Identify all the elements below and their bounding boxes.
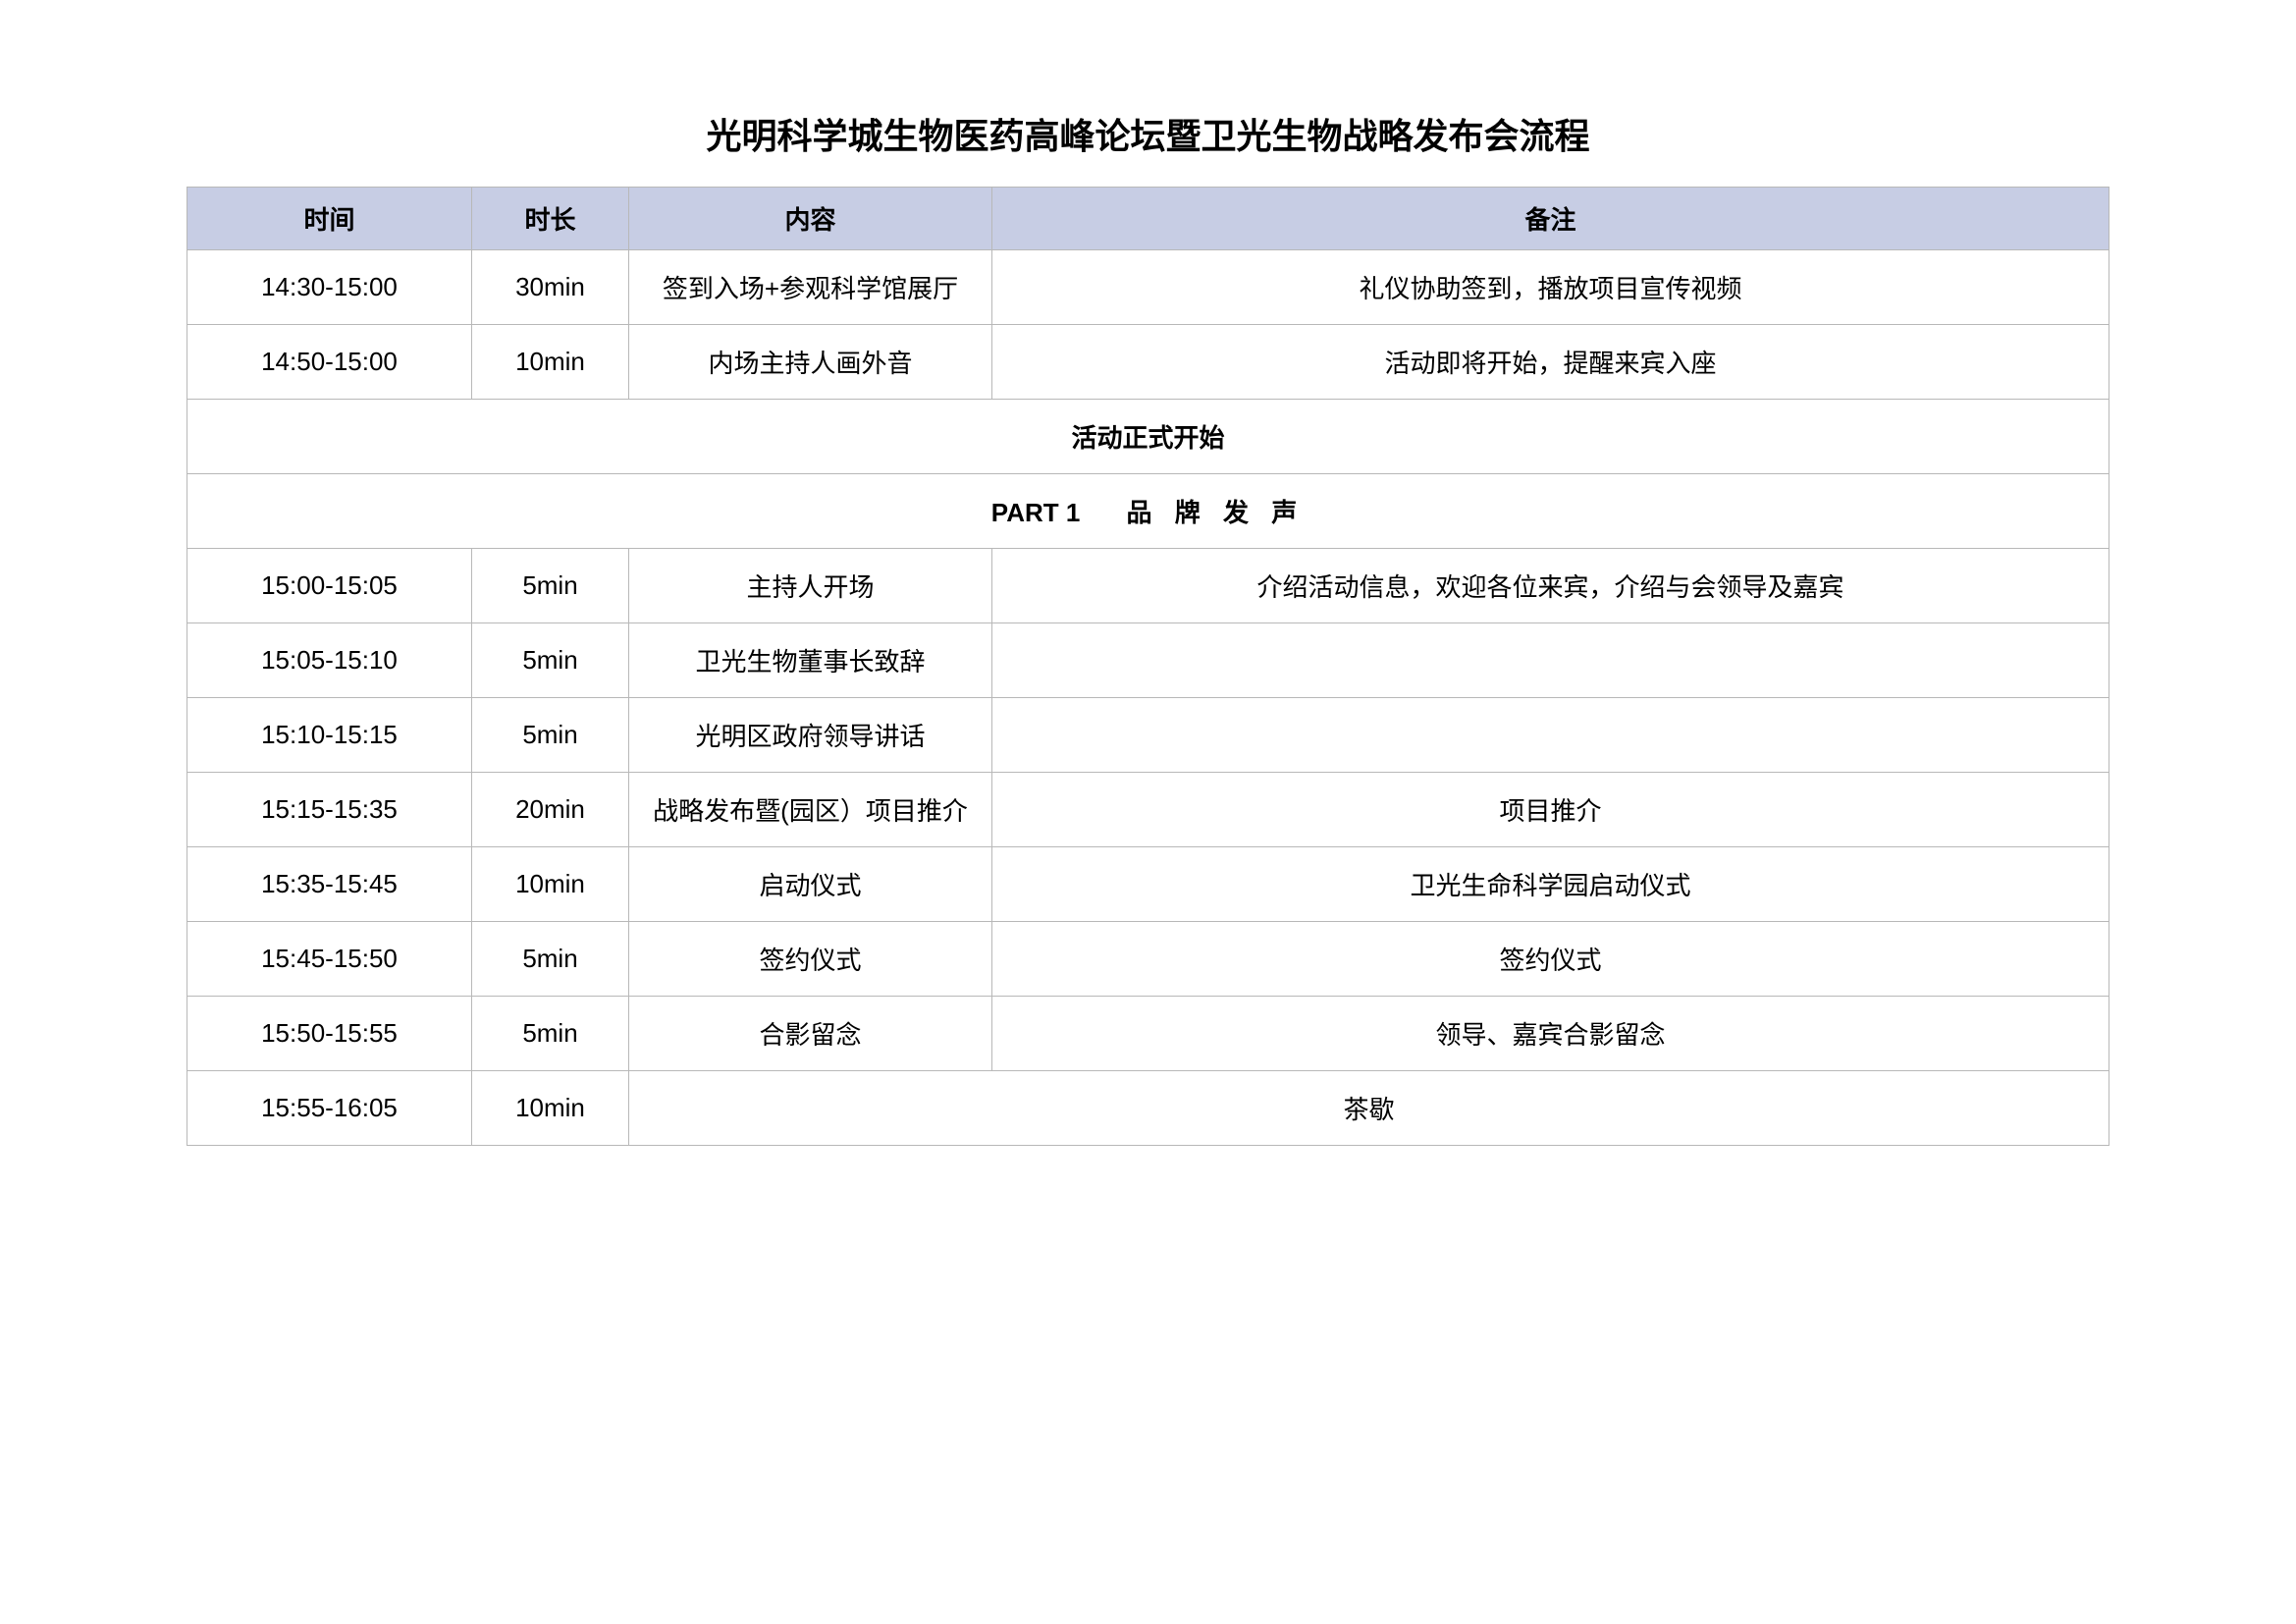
table-row: 14:50-15:00 10min 内场主持人画外音 活动即将开始，提醒来宾入座 (187, 325, 2109, 400)
cell-merged: 茶歇 (629, 1071, 2109, 1146)
header-time: 时间 (187, 188, 472, 250)
cell-duration: 10min (472, 847, 629, 922)
cell-remark (992, 623, 2109, 698)
cell-content: 主持人开场 (629, 549, 992, 623)
table-row-break: 15:55-16:05 10min 茶歇 (187, 1071, 2109, 1146)
cell-remark: 礼仪协助签到，播放项目宣传视频 (992, 250, 2109, 325)
cell-remark: 活动即将开始，提醒来宾入座 (992, 325, 2109, 400)
table-row: 15:50-15:55 5min 合影留念 领导、嘉宾合影留念 (187, 997, 2109, 1071)
cell-time: 15:05-15:10 (187, 623, 472, 698)
part1-subtitle: 品 牌 发 声 (1127, 498, 1306, 527)
cell-time: 15:10-15:15 (187, 698, 472, 773)
cell-time: 15:50-15:55 (187, 997, 472, 1071)
cell-time: 14:30-15:00 (187, 250, 472, 325)
cell-content: 启动仪式 (629, 847, 992, 922)
section-start: 活动正式开始 (187, 400, 2109, 474)
table-row: 14:30-15:00 30min 签到入场+参观科学馆展厅 礼仪协助签到，播放… (187, 250, 2109, 325)
page-title: 光明科学城生物医药高峰论坛暨卫光生物战略发布会流程 (187, 108, 2109, 159)
table-row: 15:15-15:35 20min 战略发布暨(园区）项目推介 项目推介 (187, 773, 2109, 847)
cell-remark: 项目推介 (992, 773, 2109, 847)
cell-remark: 领导、嘉宾合影留念 (992, 997, 2109, 1071)
cell-time: 15:15-15:35 (187, 773, 472, 847)
section-label: 活动正式开始 (187, 400, 2109, 474)
table-row: 15:00-15:05 5min 主持人开场 介绍活动信息，欢迎各位来宾，介绍与… (187, 549, 2109, 623)
header-remark: 备注 (992, 188, 2109, 250)
table-row: 15:35-15:45 10min 启动仪式 卫光生命科学园启动仪式 (187, 847, 2109, 922)
cell-duration: 20min (472, 773, 629, 847)
cell-content: 内场主持人画外音 (629, 325, 992, 400)
cell-time: 14:50-15:00 (187, 325, 472, 400)
cell-time: 15:55-16:05 (187, 1071, 472, 1146)
cell-content: 战略发布暨(园区）项目推介 (629, 773, 992, 847)
cell-duration: 5min (472, 623, 629, 698)
table-row: 15:45-15:50 5min 签约仪式 签约仪式 (187, 922, 2109, 997)
cell-duration: 10min (472, 325, 629, 400)
cell-duration: 10min (472, 1071, 629, 1146)
cell-remark: 卫光生命科学园启动仪式 (992, 847, 2109, 922)
header-duration: 时长 (472, 188, 629, 250)
cell-content: 签约仪式 (629, 922, 992, 997)
table-row: 15:10-15:15 5min 光明区政府领导讲话 (187, 698, 2109, 773)
cell-content: 光明区政府领导讲话 (629, 698, 992, 773)
cell-duration: 30min (472, 250, 629, 325)
cell-remark (992, 698, 2109, 773)
cell-duration: 5min (472, 698, 629, 773)
cell-duration: 5min (472, 549, 629, 623)
section-label: PART 1 品 牌 发 声 (187, 474, 2109, 549)
cell-duration: 5min (472, 997, 629, 1071)
cell-content: 合影留念 (629, 997, 992, 1071)
section-part1: PART 1 品 牌 发 声 (187, 474, 2109, 549)
cell-remark: 签约仪式 (992, 922, 2109, 997)
schedule-table: 时间 时长 内容 备注 14:30-15:00 30min 签到入场+参观科学馆… (187, 187, 2109, 1146)
cell-content: 卫光生物董事长致辞 (629, 623, 992, 698)
cell-time: 15:00-15:05 (187, 549, 472, 623)
cell-duration: 5min (472, 922, 629, 997)
cell-remark: 介绍活动信息，欢迎各位来宾，介绍与会领导及嘉宾 (992, 549, 2109, 623)
header-content: 内容 (629, 188, 992, 250)
table-row: 15:05-15:10 5min 卫光生物董事长致辞 (187, 623, 2109, 698)
part1-label: PART 1 (991, 498, 1081, 527)
header-row: 时间 时长 内容 备注 (187, 188, 2109, 250)
cell-content: 签到入场+参观科学馆展厅 (629, 250, 992, 325)
cell-time: 15:35-15:45 (187, 847, 472, 922)
cell-time: 15:45-15:50 (187, 922, 472, 997)
